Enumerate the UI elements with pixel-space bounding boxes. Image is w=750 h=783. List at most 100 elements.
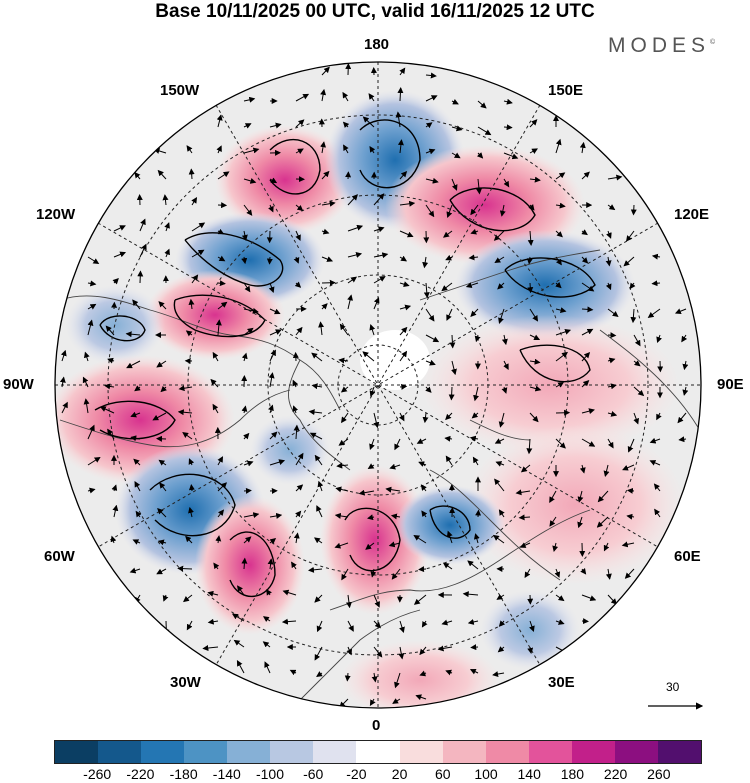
wind-arrow (389, 463, 401, 470)
wind-arrow (320, 141, 326, 154)
wind-arrow (266, 588, 272, 596)
wind-arrow (492, 534, 505, 544)
wind-arrow (295, 484, 304, 492)
wind-arrow (60, 349, 67, 362)
lon-label-90e: 90E (717, 376, 744, 393)
wind-arrow (549, 516, 557, 527)
wind-arrow (392, 698, 401, 704)
wind-arrow (555, 202, 566, 209)
wind-arrow (292, 379, 298, 388)
wind-arrow (126, 360, 141, 369)
wind-arrow (160, 385, 167, 393)
wind-arrow (217, 482, 228, 492)
wind-arrow (597, 490, 609, 503)
wind-arrow (649, 460, 661, 466)
coastlines (59, 249, 701, 701)
wind-arrow (607, 438, 614, 449)
wind-arrow (321, 256, 334, 262)
wind-arrow (421, 510, 428, 518)
wind-arrow (241, 405, 248, 414)
wind-arrow (243, 487, 252, 494)
wind-arrow (497, 646, 505, 653)
wind-arrow (87, 256, 100, 265)
wind-arrow (156, 360, 167, 368)
wind-arrow (607, 204, 616, 211)
wind-arrow (334, 542, 349, 549)
lon-label-90w: 90W (3, 376, 34, 393)
wind-arrow (157, 539, 167, 546)
wind-arrow (334, 512, 349, 519)
wind-arrow (347, 620, 354, 632)
wind-arrow (605, 256, 612, 267)
wind-arrow (399, 67, 406, 76)
wind-arrow (471, 412, 479, 419)
wind-arrow (295, 452, 304, 466)
wind-arrow (186, 620, 193, 631)
wind-arrow (445, 412, 453, 421)
wind-arrow (370, 568, 377, 578)
wind-arrow (367, 463, 375, 470)
wind-arrow (555, 138, 562, 154)
wind-arrow (448, 386, 455, 401)
wind-arrow (113, 251, 127, 258)
wind-arrow (422, 412, 429, 424)
wind-arrow (399, 304, 412, 311)
wind-arrow (295, 326, 303, 336)
wind-arrow (470, 228, 479, 235)
wind-arrow (362, 116, 375, 128)
wind-arrow (365, 542, 375, 550)
wind-arrow (110, 535, 117, 544)
wind-arrow (191, 274, 199, 284)
colorbar-tick-label: 180 (560, 766, 585, 782)
wind-arrow (529, 148, 538, 154)
wind-arrow (529, 385, 542, 392)
wind-vectors (59, 63, 689, 708)
lon-label-150w: 150W (160, 82, 200, 99)
wind-arrow (293, 532, 300, 544)
wind-arrow (157, 507, 167, 518)
wind-arrow (526, 256, 533, 265)
wind-arrow (470, 308, 479, 318)
wind-arrow (156, 568, 167, 575)
wind-arrow (188, 298, 195, 310)
wind-arrow (555, 307, 567, 314)
wind-arrow (630, 308, 637, 324)
wind-arrow (87, 280, 97, 287)
wind-arrow (347, 194, 358, 206)
wind-arrow (311, 352, 323, 362)
wind-arrow (528, 204, 535, 211)
wind-arrow (653, 483, 661, 492)
wind-arrow (473, 533, 480, 544)
wind-arrow (476, 178, 482, 195)
wind-arrow (215, 319, 222, 336)
wind-arrow (425, 359, 436, 366)
wind-arrow (494, 256, 505, 264)
wind-arrow (580, 567, 587, 575)
wind-arrow (425, 386, 432, 393)
wind-arrow (445, 455, 453, 466)
wind-arrow (320, 88, 327, 102)
wind-arrow (444, 435, 453, 442)
wind-arrow (446, 530, 453, 544)
wind-arrow (470, 644, 479, 651)
wind-arrow (318, 321, 325, 336)
wind-arrow (467, 619, 479, 625)
colorbar-swatch (485, 741, 529, 763)
wind-arrow (581, 328, 594, 336)
wind-arrow (342, 121, 350, 129)
wind-arrow (607, 357, 616, 364)
wind-arrow (164, 222, 170, 232)
wind-arrow (191, 197, 198, 206)
wind-arrow (394, 672, 401, 689)
lon-label-120e: 120E (674, 206, 710, 223)
wind-arrow (501, 386, 508, 394)
wind-arrow (293, 256, 300, 264)
wind-arrow (373, 594, 380, 608)
wind-arrow (243, 432, 250, 440)
wind-arrow (681, 334, 688, 343)
colorbar-tick-label: -140 (212, 766, 241, 782)
wind-arrow (626, 487, 635, 494)
wind-arrow (217, 171, 230, 180)
wind-arrow (607, 594, 617, 605)
wind-arrow (555, 281, 562, 289)
